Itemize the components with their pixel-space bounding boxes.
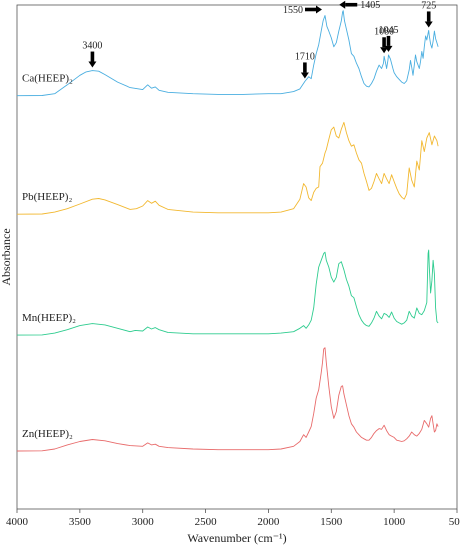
series-label-2: Mn(HEEP)₂	[22, 312, 76, 324]
y-axis-title: Absorbance	[0, 228, 13, 285]
peak-annotation-1080: 1080	[374, 26, 394, 54]
series-label-3: Zn(HEEP)₂	[22, 428, 73, 440]
series-label-layer: Ca(HEEP)₂ Pb(HEEP)₂ Mn(HEEP)₂ Zn(HEEP)₂	[22, 73, 76, 440]
peak-annotation-3400: 3400	[82, 41, 102, 68]
series-label-1: Pb(HEEP)₂	[22, 191, 72, 203]
spectrum-line-0	[16, 10, 439, 97]
peak-annotation-1550: 1550	[283, 5, 322, 16]
series-label-0: Ca(HEEP)₂	[22, 73, 73, 85]
arrow-shaft	[426, 11, 431, 22]
spectrum-line-3	[16, 347, 439, 452]
x-tick-label: 1500	[320, 516, 343, 528]
peak-annotation-1045: 1045	[378, 25, 398, 52]
peak-label: 1405	[360, 0, 380, 11]
plot-frame	[16, 4, 458, 510]
x-axis-title: Wavenumber (cm⁻¹)	[187, 531, 286, 545]
arrow-icon	[300, 72, 309, 79]
x-tick-label: 500	[449, 516, 460, 528]
x-tick-label: 3500	[69, 516, 92, 528]
spectrum-line-1	[16, 121, 439, 215]
arrow-shaft	[386, 35, 391, 46]
arrow-icon	[316, 5, 322, 14]
peak-label: 3400	[82, 41, 102, 52]
series-layer	[16, 10, 439, 452]
arrow-shaft	[303, 62, 307, 73]
peak-label: 1550	[283, 5, 303, 16]
peak-label: 1710	[295, 51, 315, 62]
x-tick-layer: 4000 3500 3000 2500 2000 1500 1000 500	[6, 509, 460, 528]
arrow-icon	[384, 45, 393, 52]
arrow-shaft	[305, 7, 316, 12]
peak-label: 725	[421, 0, 436, 11]
peak-annotation-1710: 1710	[295, 51, 315, 79]
x-tick-label: 3000	[132, 516, 155, 528]
arrow-shaft	[382, 37, 386, 48]
arrow-icon	[88, 61, 97, 68]
x-tick-label: 2500	[195, 516, 218, 528]
arrow-icon	[339, 0, 346, 9]
peak-label: 1045	[378, 25, 398, 36]
peak-label: 1080	[374, 26, 394, 37]
peak-annotation-725: 725	[421, 0, 436, 28]
arrow-shaft	[345, 2, 358, 7]
x-tick-label: 2000	[257, 516, 280, 528]
arrow-icon	[380, 47, 389, 54]
x-tick-label: 4000	[6, 516, 29, 528]
spectrum-line-2	[16, 249, 439, 336]
x-tick-label: 1000	[383, 516, 406, 528]
peak-annotation-1405: 1405	[339, 0, 380, 11]
arrow-icon	[424, 21, 433, 28]
arrow-shaft	[90, 51, 95, 62]
